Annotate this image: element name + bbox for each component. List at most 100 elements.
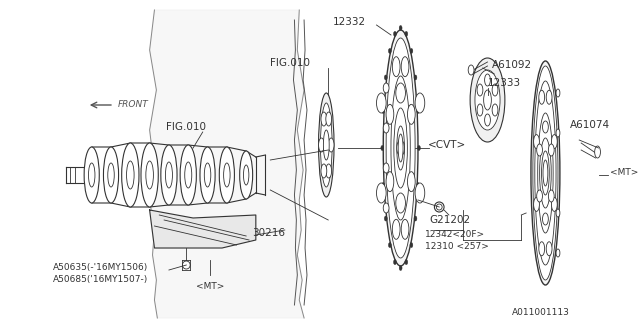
Text: A011001113: A011001113 [511,308,570,317]
Text: <CVT>: <CVT> [428,140,466,150]
Ellipse shape [543,160,548,186]
Ellipse shape [326,164,332,178]
Ellipse shape [548,144,554,156]
Ellipse shape [415,183,425,203]
Ellipse shape [385,75,387,80]
Ellipse shape [546,90,552,104]
Ellipse shape [417,183,419,188]
Ellipse shape [396,193,406,213]
Ellipse shape [383,30,418,266]
Ellipse shape [161,145,177,205]
Ellipse shape [385,216,387,221]
Ellipse shape [408,172,415,192]
Ellipse shape [185,162,192,188]
Ellipse shape [435,202,444,212]
Ellipse shape [492,84,498,96]
Ellipse shape [556,209,560,217]
Ellipse shape [534,135,540,148]
Ellipse shape [388,48,391,53]
Ellipse shape [397,126,404,170]
Ellipse shape [376,93,386,113]
Ellipse shape [386,38,415,258]
Ellipse shape [475,70,500,130]
Ellipse shape [122,143,139,207]
Ellipse shape [492,104,498,116]
Ellipse shape [477,104,483,116]
Ellipse shape [381,108,385,113]
Ellipse shape [535,81,556,265]
Ellipse shape [541,151,549,195]
Ellipse shape [396,83,406,103]
Ellipse shape [538,113,553,233]
Ellipse shape [417,108,419,113]
Ellipse shape [328,138,334,152]
Ellipse shape [552,197,557,212]
Ellipse shape [394,108,408,188]
Ellipse shape [399,26,402,30]
Ellipse shape [243,165,249,185]
Ellipse shape [381,146,384,150]
Ellipse shape [383,163,389,173]
Ellipse shape [543,121,548,133]
Text: FRONT: FRONT [118,100,148,109]
Ellipse shape [595,146,600,158]
Ellipse shape [543,213,548,225]
Ellipse shape [399,266,402,270]
Ellipse shape [321,103,332,187]
Ellipse shape [104,147,118,203]
Ellipse shape [319,93,334,197]
Ellipse shape [84,147,99,203]
Ellipse shape [477,84,483,96]
Ellipse shape [392,57,400,77]
Ellipse shape [539,90,545,104]
Ellipse shape [484,114,490,126]
Ellipse shape [546,242,552,256]
Ellipse shape [383,203,389,213]
Ellipse shape [436,204,442,210]
Ellipse shape [410,48,413,53]
Ellipse shape [386,104,394,124]
Ellipse shape [383,123,389,133]
Ellipse shape [220,147,234,203]
Text: <MT>: <MT> [610,168,639,177]
Ellipse shape [548,190,554,202]
Ellipse shape [556,89,560,97]
Ellipse shape [321,164,327,178]
Ellipse shape [383,83,389,93]
Ellipse shape [534,197,540,212]
Ellipse shape [405,260,408,265]
Ellipse shape [321,112,327,126]
Ellipse shape [537,144,543,156]
Ellipse shape [394,260,396,265]
Ellipse shape [204,163,211,187]
Text: 12310 <257>: 12310 <257> [425,242,488,251]
Ellipse shape [398,134,403,162]
Ellipse shape [410,243,413,248]
Ellipse shape [414,216,417,221]
Ellipse shape [108,163,115,187]
Ellipse shape [556,129,560,137]
Polygon shape [150,10,304,318]
Ellipse shape [326,112,332,126]
Ellipse shape [223,163,230,187]
Ellipse shape [381,183,385,188]
Text: A61074: A61074 [570,120,610,130]
Text: 12333: 12333 [488,78,520,88]
Ellipse shape [391,76,410,220]
Ellipse shape [468,65,474,75]
Ellipse shape [414,75,417,80]
Ellipse shape [405,31,408,36]
Ellipse shape [200,147,215,203]
Ellipse shape [540,138,551,208]
Ellipse shape [394,31,396,36]
Ellipse shape [180,145,196,205]
Text: G21202: G21202 [429,215,470,225]
Ellipse shape [484,90,492,110]
Text: 30216: 30216 [252,228,285,238]
Ellipse shape [537,190,543,202]
Ellipse shape [239,151,253,199]
Ellipse shape [484,74,490,86]
Text: A50685('16MY1507-): A50685('16MY1507-) [53,275,148,284]
Ellipse shape [141,143,158,207]
Text: A50635(-'16MY1506): A50635(-'16MY1506) [53,263,148,272]
